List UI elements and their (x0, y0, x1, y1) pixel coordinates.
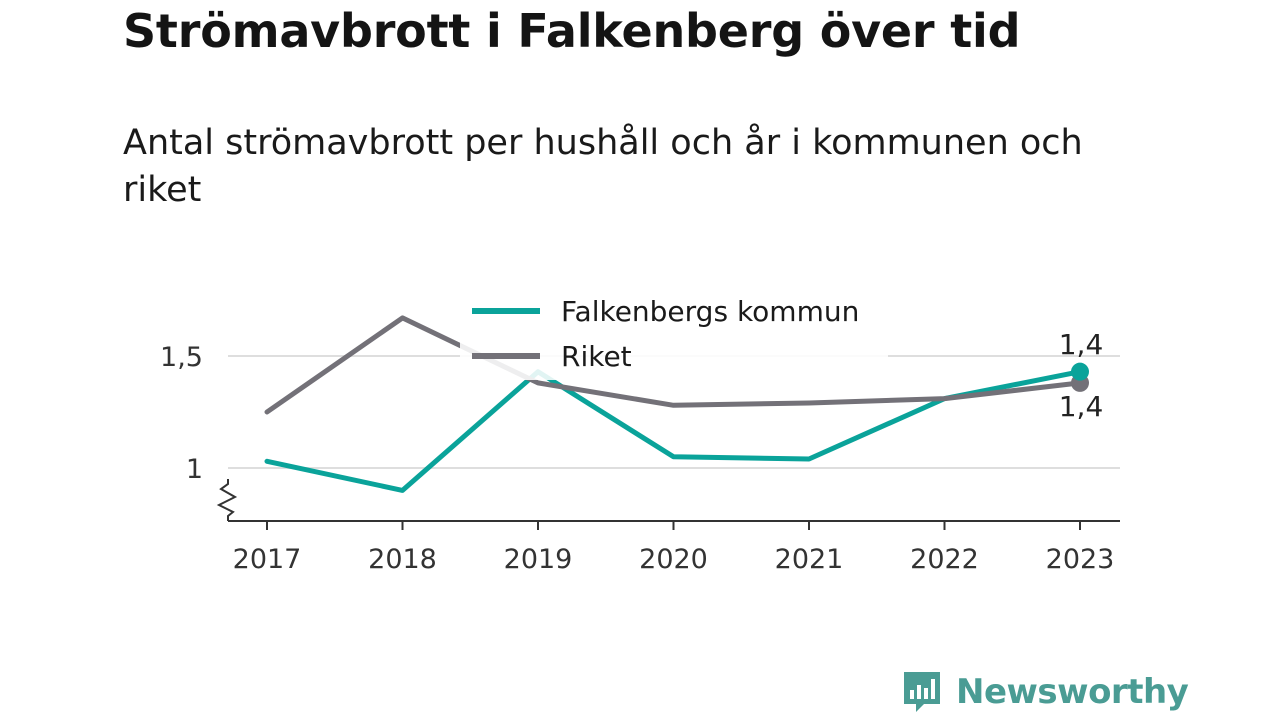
logo-text: Newsworthy (956, 672, 1189, 712)
x-axis: 2017 2018 2019 2020 2021 2022 2023 (216, 479, 1120, 575)
newsworthy-logo-icon (904, 672, 940, 712)
legend-label-1: Riket (561, 340, 632, 373)
end-label-falkenberg: 1,4 (1059, 328, 1104, 361)
y-axis-ticks: 11,5 (160, 342, 203, 485)
y-tick-label: 1,5 (160, 342, 203, 373)
series-end-marker-0 (1071, 362, 1089, 381)
newsworthy-logo: Newsworthy (902, 670, 1189, 714)
end-label-riket: 1,4 (1059, 390, 1104, 423)
series-line-0 (264, 369, 1083, 493)
end-labels: 1,4 1,4 (1059, 328, 1104, 423)
x-tick-label: 2018 (368, 544, 437, 575)
legend-background (460, 288, 888, 380)
x-tick-label: 2022 (910, 544, 979, 575)
x-tick-label: 2023 (1046, 544, 1115, 575)
x-tick-label: 2017 (233, 544, 302, 575)
x-tick-label: 2021 (775, 544, 844, 575)
series-lines (264, 315, 1089, 493)
y-tick-label: 1 (186, 454, 203, 485)
axis-break-icon (216, 479, 238, 521)
x-tick-label: 2019 (504, 544, 573, 575)
chart-subtitle: Antal strömavbrott per hushåll och år i … (123, 123, 1083, 210)
x-tick-label: 2020 (639, 544, 708, 575)
legend: Falkenbergs kommun Riket (460, 288, 888, 380)
chart-title: Strömavbrott i Falkenberg över tid (123, 4, 1021, 58)
series-line-1 (264, 315, 1083, 415)
legend-label-0: Falkenbergs kommun (561, 295, 859, 328)
